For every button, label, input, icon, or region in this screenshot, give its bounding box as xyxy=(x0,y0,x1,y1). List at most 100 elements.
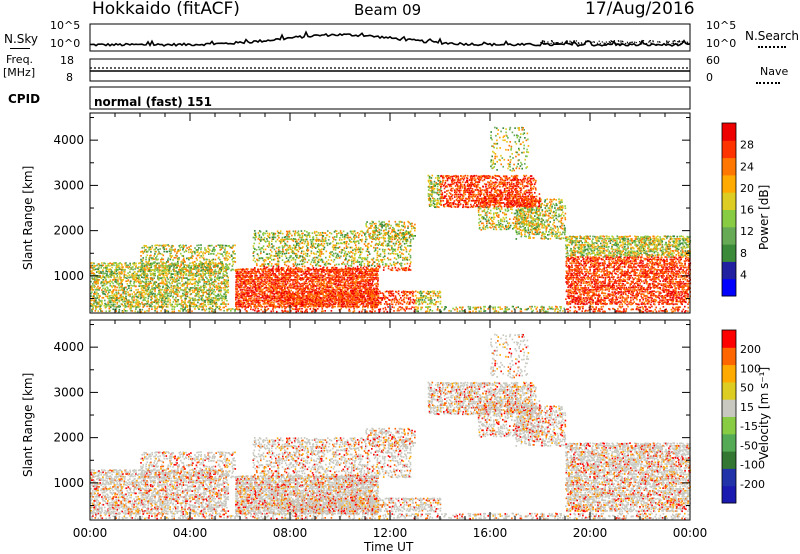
power-cell xyxy=(223,251,225,253)
power-cell xyxy=(235,281,237,283)
power-cell xyxy=(192,255,194,258)
power-cell xyxy=(94,282,96,285)
power-cell xyxy=(299,277,301,279)
power-cell xyxy=(236,305,238,308)
power-cell xyxy=(145,287,147,289)
power-cell xyxy=(215,280,217,283)
power-cell xyxy=(138,293,140,296)
power-cell xyxy=(151,246,154,249)
power-cell xyxy=(129,271,131,273)
power-cell xyxy=(124,276,126,279)
power-cell xyxy=(273,273,275,275)
power-cell xyxy=(243,268,245,271)
power-cell xyxy=(203,273,205,275)
power-cell xyxy=(114,277,116,279)
power-cell xyxy=(170,284,173,287)
power-cell xyxy=(221,261,223,263)
power-cell xyxy=(175,256,177,259)
power-cell xyxy=(162,261,164,264)
power-cell xyxy=(215,264,218,266)
power-cell xyxy=(252,236,255,239)
power-cell xyxy=(124,292,126,295)
power-cell xyxy=(245,295,247,298)
power-cell xyxy=(235,293,237,295)
power-cell xyxy=(190,251,192,253)
power-cell xyxy=(288,284,291,287)
power-cell xyxy=(260,299,262,302)
power-cell xyxy=(297,238,300,241)
power-cell xyxy=(149,282,151,285)
power-cell xyxy=(276,305,279,308)
power-cell xyxy=(157,253,159,256)
power-cell xyxy=(299,270,301,273)
power-cell xyxy=(132,262,134,265)
power-cell xyxy=(274,287,276,290)
power-cell xyxy=(238,268,240,271)
power-cell xyxy=(128,287,130,289)
power-cell xyxy=(134,304,137,307)
power-cell xyxy=(301,234,304,237)
power-cell xyxy=(285,257,288,259)
power-cell xyxy=(180,263,182,265)
power-cell xyxy=(170,255,173,258)
power-cell xyxy=(115,289,117,291)
power-cell xyxy=(232,252,235,255)
power-cell xyxy=(107,293,109,295)
power-cell xyxy=(116,303,118,305)
power-cell xyxy=(298,301,300,304)
power-cell xyxy=(114,262,116,264)
power-cell xyxy=(322,276,324,279)
power-cell xyxy=(155,281,158,284)
power-cell xyxy=(336,233,338,235)
power-cell xyxy=(133,291,135,293)
power-cell xyxy=(101,284,104,287)
noise-search-dot xyxy=(685,42,687,45)
noise-search-dot xyxy=(551,41,553,43)
power-cell xyxy=(101,296,103,299)
power-cell xyxy=(176,299,179,301)
power-cell xyxy=(168,250,171,253)
power-cell xyxy=(277,263,280,265)
power-cell xyxy=(210,277,212,280)
power-cell xyxy=(246,274,249,277)
power-cell xyxy=(204,303,206,306)
power-cell xyxy=(192,286,194,289)
power-cell xyxy=(322,293,324,295)
power-cell xyxy=(277,234,280,237)
power-cell xyxy=(314,259,317,261)
power-cell xyxy=(227,266,230,268)
power-cell xyxy=(261,289,263,292)
nsky-underline xyxy=(10,48,30,49)
power-cell xyxy=(174,262,176,265)
power-cell xyxy=(312,267,315,269)
power-cell xyxy=(117,280,119,283)
power-cell xyxy=(300,285,302,287)
power-cell xyxy=(297,232,300,235)
power-cell xyxy=(103,272,105,275)
power-cell xyxy=(187,283,189,285)
power-cell xyxy=(222,287,225,289)
power-cell xyxy=(281,283,284,285)
power-cell xyxy=(176,274,178,277)
power-cell xyxy=(311,290,314,293)
power-cell xyxy=(121,272,123,275)
power-cell xyxy=(130,301,132,303)
power-cell xyxy=(171,276,174,278)
power-cell xyxy=(271,272,273,275)
power-cell xyxy=(123,276,125,279)
power-cell xyxy=(317,301,320,304)
power-cell xyxy=(159,244,161,247)
power-cell xyxy=(181,254,183,257)
power-cell xyxy=(296,287,298,289)
power-cell xyxy=(201,289,204,291)
power-cell xyxy=(180,274,182,276)
power-cell xyxy=(119,296,121,299)
noise-search-dot xyxy=(552,42,554,44)
power-cell xyxy=(321,259,324,262)
power-cell xyxy=(122,266,124,268)
power-cell xyxy=(344,275,346,277)
power-cell xyxy=(289,283,292,285)
power-cell xyxy=(219,267,221,270)
power-cell xyxy=(349,274,351,277)
power-cell xyxy=(312,236,315,238)
